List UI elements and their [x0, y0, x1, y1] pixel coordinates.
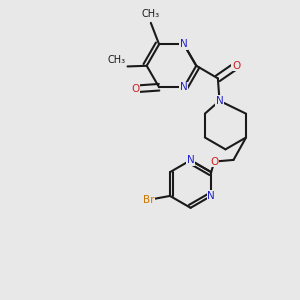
- Text: Br: Br: [143, 195, 154, 205]
- Text: N: N: [216, 96, 224, 106]
- Text: N: N: [180, 39, 188, 49]
- Text: O: O: [131, 84, 140, 94]
- Text: CH₃: CH₃: [108, 55, 126, 65]
- Text: N: N: [187, 155, 194, 165]
- Text: O: O: [232, 61, 240, 71]
- Text: N: N: [207, 191, 215, 201]
- Text: N: N: [180, 82, 188, 92]
- Text: O: O: [210, 157, 218, 166]
- Text: CH₃: CH₃: [142, 9, 160, 19]
